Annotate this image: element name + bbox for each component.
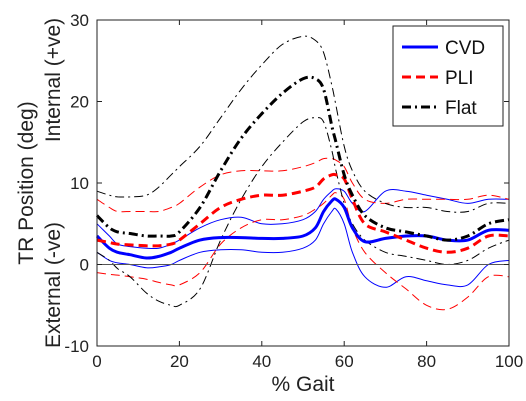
legend-label-flat: Flat — [445, 98, 477, 119]
legend-label-cvd: CVD — [445, 38, 485, 59]
confidence-bands — [96, 35, 510, 311]
flat-lower-band-line — [96, 117, 510, 308]
flat-upper-band-line — [96, 35, 510, 213]
y-tick-label: 0 — [80, 256, 89, 275]
legend: CVD PLI Flat — [392, 25, 504, 127]
pli-lower-band-line — [96, 192, 510, 311]
cvd-mean-line — [95, 197, 510, 260]
x-tick-label: 80 — [417, 352, 436, 371]
y-tick-label: -10 — [64, 337, 89, 356]
x-tick-label: 20 — [170, 352, 189, 371]
x-tick-label: 60 — [335, 352, 354, 371]
mean-lines — [95, 75, 510, 260]
pli-upper-band-line — [96, 157, 510, 213]
y-axis-label-lower: External (-ve) — [42, 222, 65, 348]
legend-box — [392, 25, 504, 127]
x-tick-label: 40 — [252, 352, 271, 371]
y-tick-label: 10 — [70, 174, 89, 193]
x-axis-label: % Gait — [271, 373, 334, 396]
legend-label-pli: PLI — [445, 68, 474, 89]
flat-mean-line — [95, 75, 510, 242]
cvd-lower-band-line — [96, 207, 510, 288]
y-axis-label-upper: Internal (+ve) — [42, 18, 65, 142]
y-tick-label: 30 — [70, 11, 89, 30]
cvd-upper-band-line — [96, 188, 510, 250]
x-tick-label: 100 — [495, 352, 523, 371]
y-axis-label: TR Position (deg) — [15, 101, 38, 264]
pli-mean-line — [96, 172, 510, 254]
y-tick-label: 20 — [70, 93, 89, 112]
x-tick-label: 0 — [92, 352, 101, 371]
